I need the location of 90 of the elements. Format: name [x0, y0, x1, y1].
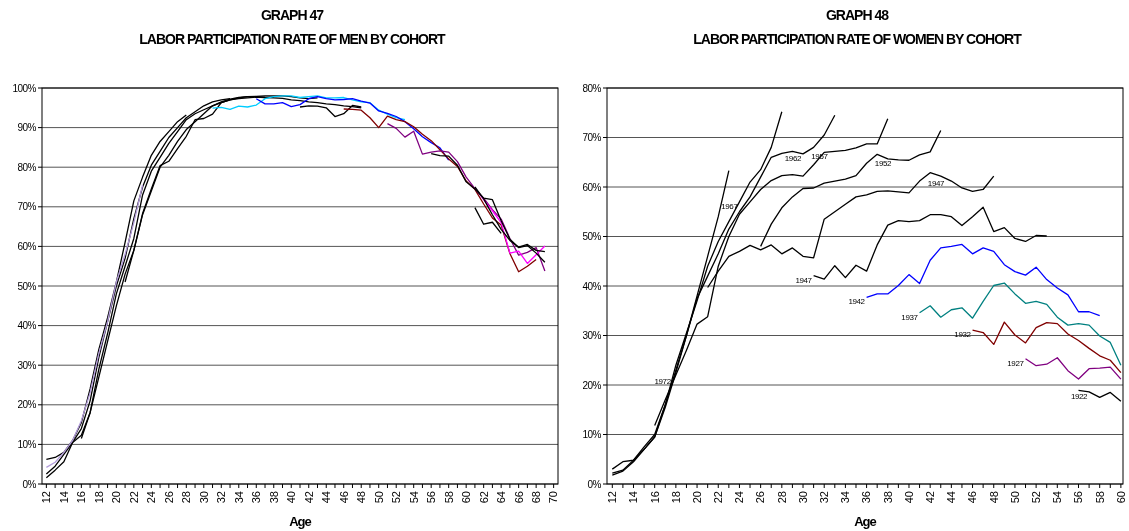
chart-title: GRAPH 48	[825, 7, 890, 23]
x-tick-label: 36	[250, 491, 263, 504]
y-tick-label: 40%	[17, 320, 37, 332]
chart-subtitle: LABOR PARTICIPATION RATE OF WOMEN BY COHORT	[693, 31, 1023, 47]
annotation: 1927	[1007, 358, 1025, 368]
x-tick-label: 58	[1093, 491, 1106, 504]
chart-subtitle: LABOR PARTICIPATION RATE OF MEN BY COHORT	[139, 31, 447, 47]
y-tick-label: 40%	[582, 280, 602, 292]
y-tick-label: 30%	[17, 359, 37, 371]
annotation: 1947	[927, 178, 945, 188]
x-axis-title: Age	[854, 514, 877, 529]
x-tick-label: 34	[839, 491, 852, 504]
x-tick-label: 34	[232, 491, 245, 504]
annotation: 1942	[848, 297, 866, 307]
x-tick-label: 24	[145, 491, 158, 504]
x-tick-label: 30	[796, 491, 809, 504]
x-tick-label: 38	[267, 491, 280, 504]
x-tick-label: 68	[529, 491, 542, 504]
x-tick-label: 22	[712, 491, 725, 504]
x-tick-label: 28	[180, 491, 193, 504]
y-tick-label: 100%	[12, 82, 37, 94]
x-tick-label: 16	[75, 491, 88, 504]
x-tick-label: 56	[1072, 491, 1085, 504]
x-tick-label: 42	[924, 491, 937, 504]
x-tick-label: 28	[775, 491, 788, 504]
x-tick-label: 26	[754, 491, 767, 504]
x-tick-label: 60	[460, 491, 473, 504]
x-tick-label: 64	[495, 491, 507, 504]
x-axis-title: Age	[289, 514, 312, 529]
y-tick-label: 50%	[17, 280, 37, 292]
y-tick-label: 50%	[582, 231, 602, 242]
x-tick-label: 30	[197, 491, 210, 504]
x-tick-label: 58	[442, 491, 455, 504]
x-tick-label: 20	[110, 491, 123, 504]
y-tick-label: 10%	[17, 438, 37, 450]
x-tick-label: 32	[215, 491, 228, 504]
x-tick-label: 50	[372, 491, 385, 504]
y-tick-label: 20%	[17, 399, 37, 411]
annotation: 1947	[795, 275, 813, 285]
x-tick-label: 12	[40, 491, 53, 504]
x-tick-label: 46	[337, 491, 350, 504]
x-tick-label: 26	[162, 491, 175, 504]
annotation: 1937	[901, 312, 919, 322]
x-tick-label: 36	[860, 491, 873, 504]
y-tick-label: 10%	[582, 429, 602, 440]
annotation: 1962	[784, 153, 802, 163]
x-tick-label: 14	[57, 491, 70, 504]
chart-title: GRAPH 47	[260, 7, 325, 23]
x-tick-label: 70	[547, 491, 560, 504]
y-tick-label: 70%	[582, 132, 602, 143]
x-tick-label: 42	[302, 491, 315, 504]
y-tick-label: 60%	[17, 240, 37, 252]
x-tick-label: 48	[355, 491, 368, 504]
x-tick-label: 12	[606, 491, 619, 504]
x-tick-label: 48	[987, 491, 1000, 504]
y-tick-label: 0%	[587, 478, 602, 490]
y-tick-label: 70%	[17, 201, 37, 213]
y-tick-label: 90%	[17, 122, 37, 134]
x-tick-label: 60	[1114, 491, 1127, 504]
x-tick-label: 32	[818, 491, 831, 504]
x-tick-label: 66	[512, 491, 525, 504]
x-tick-label: 14	[627, 491, 640, 504]
x-tick-label: 22	[127, 491, 140, 504]
x-tick-label: 50	[1008, 491, 1021, 504]
x-tick-label: 16	[648, 491, 661, 504]
y-tick-label: 30%	[582, 330, 602, 341]
y-tick-label: 80%	[582, 82, 602, 94]
x-tick-label: 18	[92, 491, 105, 504]
x-tick-label: 54	[407, 491, 420, 504]
x-tick-label: 20	[690, 491, 703, 504]
x-tick-label: 18	[669, 491, 682, 504]
y-tick-label: 80%	[17, 161, 37, 173]
x-tick-label: 40	[285, 491, 298, 504]
x-tick-label: 52	[390, 491, 403, 504]
x-tick-label: 44	[945, 491, 958, 504]
y-tick-label: 20%	[582, 379, 602, 391]
x-tick-label: 38	[881, 491, 894, 504]
annotation: 1972	[654, 377, 672, 387]
y-tick-label: 0%	[22, 478, 37, 490]
x-tick-label: 40	[902, 491, 915, 504]
x-tick-label: 54	[1051, 491, 1064, 504]
x-tick-label: 62	[477, 491, 490, 504]
annotation: 1952	[874, 159, 893, 169]
x-tick-label: 24	[733, 491, 746, 504]
y-tick-label: 60%	[582, 181, 602, 193]
x-tick-label: 44	[320, 491, 333, 504]
x-tick-label: 46	[966, 491, 979, 504]
annotation: 1922	[1070, 391, 1089, 401]
x-tick-label: 52	[1029, 491, 1042, 504]
x-tick-label: 56	[425, 491, 438, 504]
